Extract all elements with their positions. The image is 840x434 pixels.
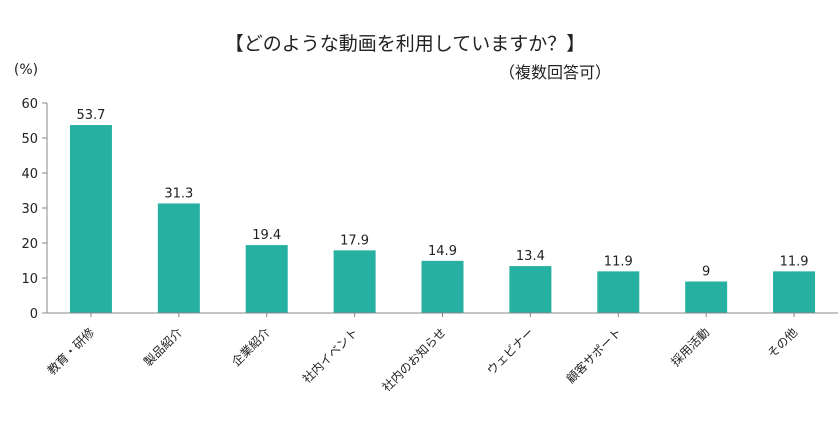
x-tick-label: 製品紹介 — [141, 325, 185, 369]
y-tick-label: 0 — [30, 307, 38, 322]
y-axis-label: (%) — [14, 62, 38, 78]
x-tick-label: 顧客サポート — [563, 325, 625, 387]
bars: 53.7 31.3 19.4 17.9 14.9 13.4 11.9 9 11.9 — [69, 108, 816, 313]
x-tick-label: 社内のお知らせ — [379, 325, 449, 395]
x-tick-label: 企業紹介 — [228, 325, 273, 370]
bar — [421, 260, 464, 313]
bar — [597, 271, 640, 313]
chart-subtitle: （複数回答可） — [499, 63, 611, 82]
bar — [157, 203, 200, 313]
x-tick-label: その他 — [765, 325, 800, 360]
chart-title: 【どのような動画を利用していますか？】 — [225, 33, 585, 55]
bar-value-label: 31.3 — [164, 186, 193, 201]
bar-value-label: 11.9 — [604, 254, 633, 269]
bar — [773, 271, 816, 313]
bar — [245, 245, 288, 313]
y-tick-label: 30 — [21, 202, 38, 217]
y-tick-label: 50 — [21, 132, 38, 147]
x-tick-label: 社内イベント — [299, 325, 361, 387]
x-tick-label: 採用活動 — [668, 325, 712, 369]
y-tick-label: 40 — [21, 167, 38, 182]
bar — [69, 125, 112, 313]
y-tick-label: 60 — [21, 97, 38, 112]
bar-value-label: 53.7 — [76, 108, 105, 123]
bar — [333, 250, 376, 313]
y-axis: 0 10 20 30 40 50 60 — [21, 97, 48, 322]
bar-value-label: 17.9 — [340, 233, 369, 248]
x-axis: 教育・研修 製品紹介 企業紹介 社内イベント 社内のお知らせ ウェビナー 顧客サポート 採用活… — [44, 312, 838, 395]
y-tick-label: 10 — [21, 272, 38, 287]
bar-value-label: 14.9 — [428, 244, 457, 259]
bar — [685, 281, 728, 313]
bar-value-label: 13.4 — [516, 249, 545, 264]
bar-value-label: 9 — [702, 265, 710, 280]
x-tick-label: ウェビナー — [484, 325, 536, 377]
bar-value-label: 19.4 — [252, 228, 281, 243]
bar — [509, 266, 552, 313]
x-tick-label: 教育・研修 — [44, 325, 97, 378]
bar-value-label: 11.9 — [780, 254, 809, 269]
y-tick-label: 20 — [21, 237, 38, 252]
